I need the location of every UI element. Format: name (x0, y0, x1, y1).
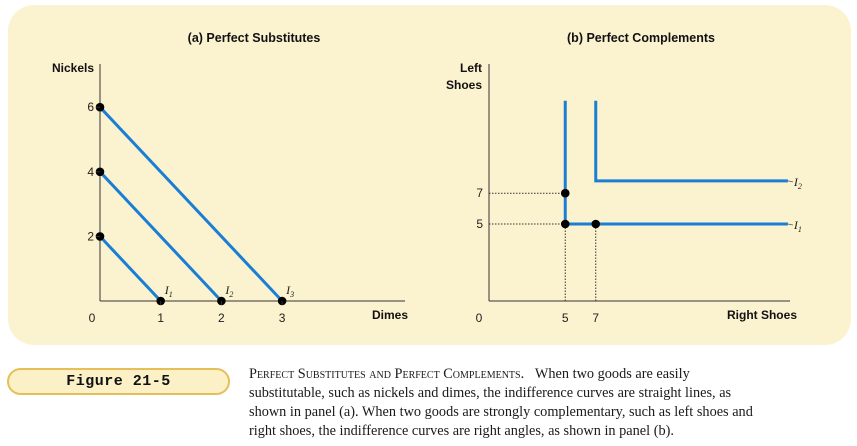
curve-label-leader (787, 223, 793, 226)
x-tick-label: 7 (592, 311, 599, 325)
indifference-curve-figure: (a) Perfect Substitutes Nickels Dimes 0 … (52, 31, 802, 325)
panel-a-title: (a) Perfect Substitutes (188, 31, 321, 45)
curve-label-i2: I2 (793, 175, 802, 191)
y-tick-label: 4 (87, 165, 94, 179)
indifference-curve-i1 (563, 100, 788, 226)
curve-label-i1: I1 (164, 283, 173, 299)
figure-caption: Perfect Substitutes and Perfect Compleme… (249, 365, 849, 441)
indifference-curve-i3 (98, 106, 284, 303)
x-tick-label: 1 (157, 311, 164, 325)
bundle-point (560, 188, 570, 198)
figure-label-badge: Figure 21-5 (7, 368, 230, 395)
x-tick-label: 5 (562, 311, 569, 325)
y-tick-label: 6 (87, 100, 94, 114)
panel-a-origin-label: 0 (89, 311, 96, 325)
bundle-point (591, 219, 601, 229)
caption-line-4: right shoes, the indifference curves are… (249, 423, 674, 439)
y-tick-label: 2 (87, 229, 94, 243)
curve-label-leader (787, 180, 793, 183)
curve-label-i3: I3 (285, 283, 294, 299)
bundle-point (560, 219, 570, 229)
indifference-curve-i2 (98, 170, 223, 303)
panel-b-x-axis-label: Right Shoes (727, 308, 797, 322)
curve-label-i1: I1 (793, 218, 802, 234)
panel-b-plot: 5 7 7 5 I1 I2 (476, 100, 802, 325)
figure-label: Figure 21-5 (66, 373, 171, 390)
panel-a-plot: 1 2 3 2 4 6 I1 I2 I3 (87, 100, 294, 325)
panel-b-title: (b) Perfect Complements (567, 31, 715, 45)
panel-b-origin-label: 0 (476, 311, 483, 325)
curve-label-i2: I2 (224, 283, 233, 299)
panel-a-x-axis-label: Dimes (372, 308, 408, 322)
panel-b-y-axis-label-line2: Shoes (446, 78, 482, 92)
caption-line-1: Perfect Substitutes and Perfect Compleme… (249, 365, 849, 384)
y-tick-label: 7 (476, 186, 483, 200)
caption-line1-text: When two goods are easily (534, 366, 690, 382)
x-tick-label: 3 (279, 311, 286, 325)
caption-heading: Perfect Substitutes and Perfect Compleme… (249, 366, 525, 382)
panel-b-y-axis-label-line1: Left (460, 61, 482, 75)
caption-line-2: substitutable, such as nickels and dimes… (249, 385, 732, 401)
y-tick-label: 5 (476, 217, 483, 231)
indifference-curve-i2 (594, 100, 788, 183)
indifference-curve-i1 (98, 235, 162, 303)
panel-a-y-axis-label: Nickels (52, 61, 94, 75)
x-tick-label: 2 (218, 311, 225, 325)
caption-line-3: shown in panel (a). When two goods are s… (249, 404, 753, 420)
